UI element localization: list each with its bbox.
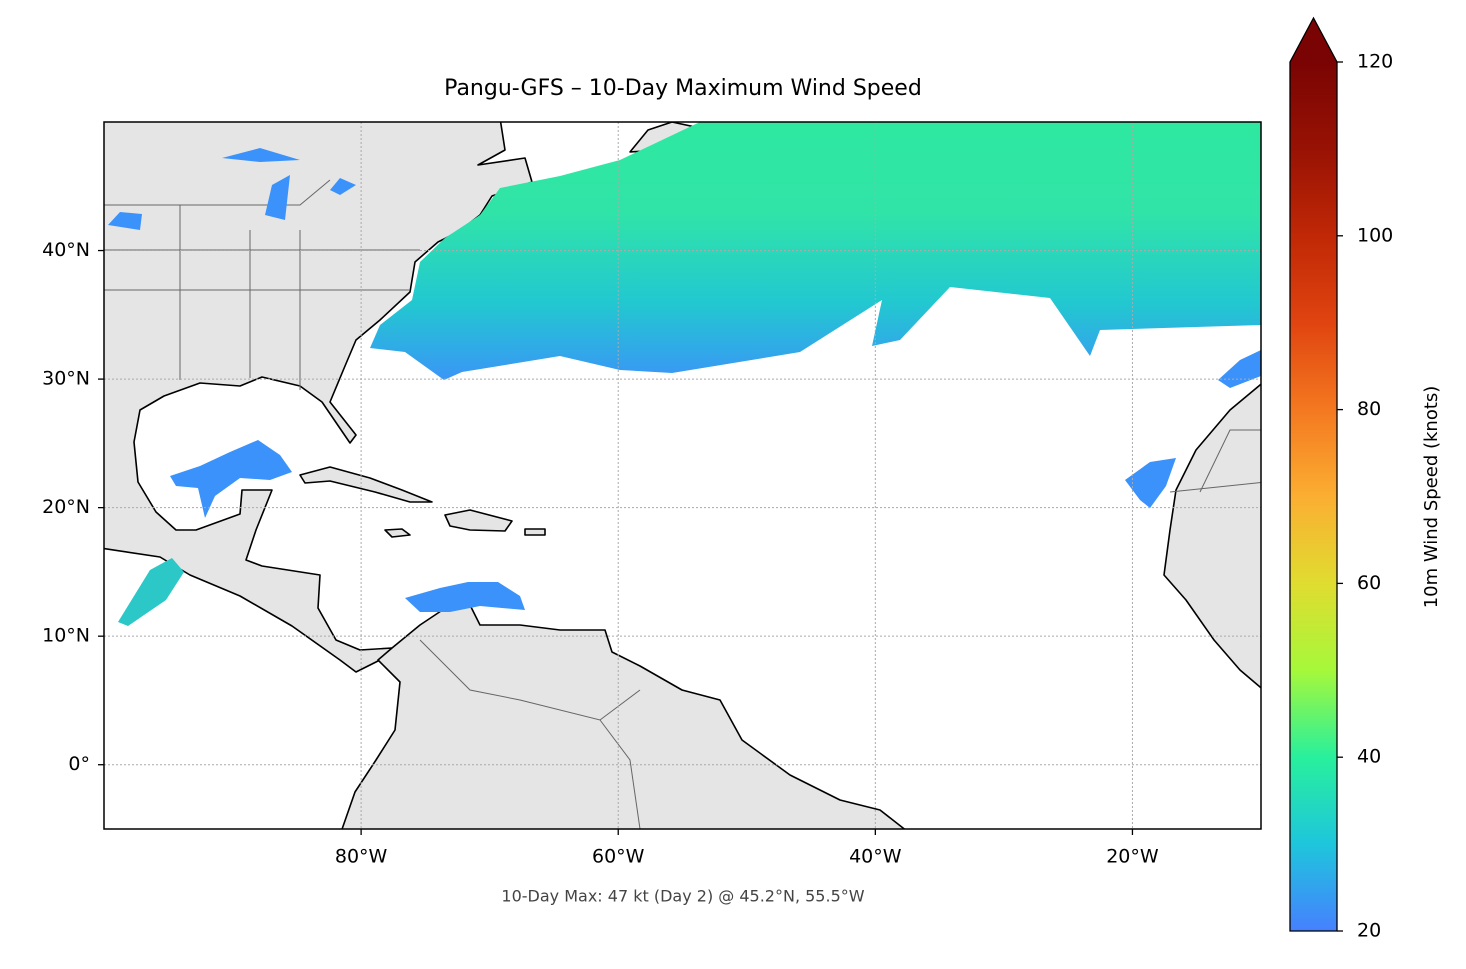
y-tick-label: 30°N	[42, 368, 90, 390]
grid	[104, 122, 1261, 829]
annotation: 10-Day Max: 47 kt (Day 2) @ 45.2°N, 55.5…	[501, 887, 864, 906]
colorbar	[1290, 62, 1337, 931]
x-tick-label: 40°W	[849, 846, 902, 868]
colorbar-extend	[1290, 18, 1337, 62]
africa	[1163, 383, 1261, 689]
wind-patch	[118, 558, 184, 626]
south-america	[341, 604, 906, 829]
colorbar-tick-label: 60	[1357, 572, 1381, 594]
y-tick-label: 0°	[68, 753, 90, 775]
x-tick-label: 80°W	[335, 846, 388, 868]
colorbar-tick-label: 100	[1357, 224, 1393, 246]
y-tick-label: 20°N	[42, 496, 90, 518]
y-tick-label: 10°N	[42, 625, 90, 647]
x-tick-label: 60°W	[592, 846, 645, 868]
jamaica	[384, 528, 411, 538]
wind-patch	[1218, 350, 1261, 388]
wind-patch	[170, 440, 292, 518]
wind-patch	[405, 582, 525, 612]
colorbar-label: 10m Wind Speed (knots)	[1421, 386, 1442, 609]
colorbar-tick-label: 120	[1357, 51, 1393, 73]
wind-field	[370, 122, 1261, 380]
colorbar-tick-label: 80	[1357, 398, 1381, 420]
puerto-rico	[524, 528, 546, 536]
x-tick-label: 20°W	[1106, 846, 1159, 868]
borders	[104, 179, 1261, 829]
hispaniola	[444, 509, 513, 532]
chart-title: Pangu-GFS – 10-Day Maximum Wind Speed	[444, 76, 922, 101]
y-tick-label: 40°N	[42, 239, 90, 261]
map	[104, 122, 1261, 829]
colorbar-frame	[1289, 16, 1338, 932]
colorbar-tick-label: 40	[1357, 746, 1381, 768]
colorbar-tick-label: 20	[1357, 920, 1381, 942]
cuba	[299, 466, 433, 503]
wind-patch	[108, 148, 356, 230]
wind-patch	[1125, 458, 1176, 508]
map-frame	[103, 121, 1262, 830]
